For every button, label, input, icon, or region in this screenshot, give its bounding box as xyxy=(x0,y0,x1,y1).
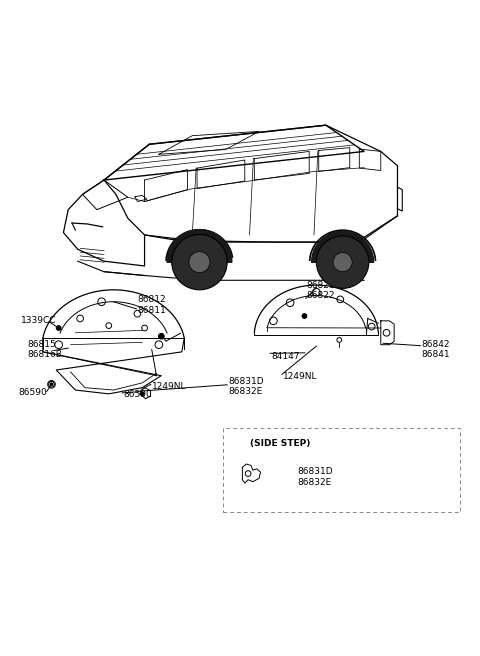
Circle shape xyxy=(333,253,352,272)
Circle shape xyxy=(50,383,52,385)
Text: 86590: 86590 xyxy=(123,390,152,400)
Circle shape xyxy=(56,325,61,331)
Text: 86812
86811: 86812 86811 xyxy=(137,295,166,315)
Text: 86815
86816B: 86815 86816B xyxy=(28,340,62,359)
Text: 1339CC: 1339CC xyxy=(21,316,56,325)
Polygon shape xyxy=(312,231,373,262)
Text: (SIDE STEP): (SIDE STEP) xyxy=(250,439,310,448)
Text: 86821
86822: 86821 86822 xyxy=(307,281,336,300)
Text: 1249NL: 1249NL xyxy=(283,372,317,381)
Circle shape xyxy=(140,392,144,396)
Text: 84147: 84147 xyxy=(271,352,300,361)
Text: 86831D
86832E: 86831D 86832E xyxy=(228,377,264,396)
Circle shape xyxy=(158,333,164,339)
Text: 86590: 86590 xyxy=(18,388,47,397)
Circle shape xyxy=(172,234,227,290)
Polygon shape xyxy=(167,230,232,262)
Circle shape xyxy=(50,383,53,386)
Bar xyxy=(223,428,459,512)
Circle shape xyxy=(316,236,369,289)
Text: 86831D
86832E: 86831D 86832E xyxy=(297,467,333,487)
Circle shape xyxy=(189,252,210,273)
Text: 86842
86841: 86842 86841 xyxy=(421,340,450,359)
Text: 1249NL: 1249NL xyxy=(152,382,186,391)
Circle shape xyxy=(302,314,307,318)
